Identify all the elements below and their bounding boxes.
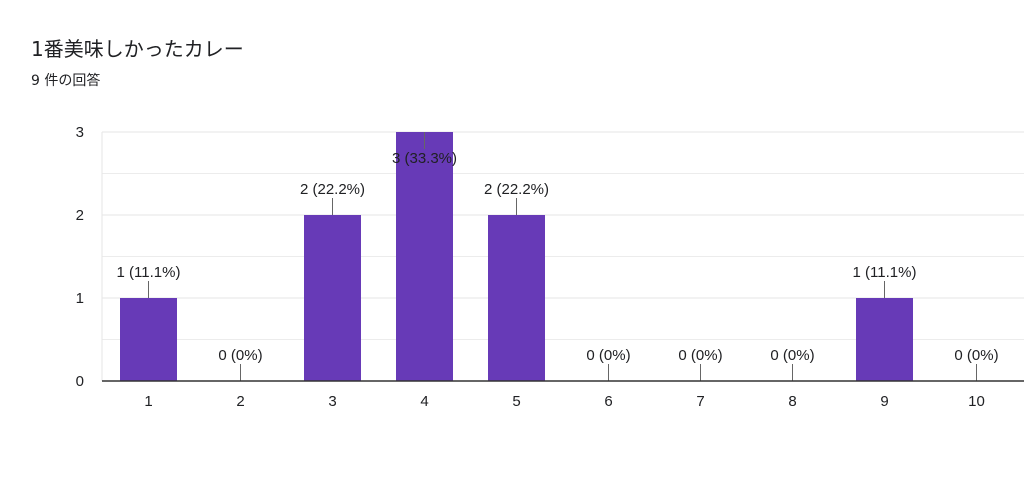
data-label: 1 (11.1%) [117, 264, 181, 281]
x-tick-label: 7 [696, 393, 704, 410]
data-label: 1 (11.1%) [853, 264, 917, 281]
data-label: 0 (0%) [678, 347, 722, 364]
y-axis-ticks: 0 1 2 3 [76, 124, 84, 390]
x-tick-label: 2 [236, 393, 244, 410]
bar [488, 215, 545, 381]
y-tick-label: 1 [76, 290, 84, 307]
data-label: 0 (0%) [954, 347, 998, 364]
bar [396, 132, 453, 381]
data-labels: 1 (11.1%) 0 (0%) 2 (22.2%) 3 (33.3%) 2 (22.2… [117, 150, 999, 364]
x-axis-ticks: 1 2 3 4 5 6 7 8 9 10 [144, 393, 985, 410]
x-tick-label: 10 [968, 393, 985, 410]
x-tick-label: 9 [880, 393, 888, 410]
x-tick-label: 8 [788, 393, 796, 410]
leader-lines [148, 132, 977, 381]
y-tick-label: 2 [76, 207, 84, 224]
x-tick-label: 4 [420, 393, 428, 410]
bar [120, 298, 177, 381]
y-tick-label: 3 [76, 124, 84, 141]
response-count: 9 件の回答 [31, 73, 101, 89]
bars [120, 132, 913, 381]
data-label: 0 (0%) [770, 347, 814, 364]
bar [856, 298, 913, 381]
data-label: 2 (22.2%) [484, 181, 549, 198]
data-label: 3 (33.3%) [392, 150, 457, 167]
x-tick-label: 1 [144, 393, 152, 410]
x-tick-label: 5 [512, 393, 520, 410]
bar [304, 215, 361, 381]
x-tick-label: 6 [604, 393, 612, 410]
data-label: 0 (0%) [586, 347, 630, 364]
data-label: 0 (0%) [218, 347, 262, 364]
x-tick-label: 3 [328, 393, 336, 410]
data-label: 2 (22.2%) [300, 181, 365, 198]
y-tick-label: 0 [76, 373, 84, 390]
chart-title: 1番美味しかったカレー [31, 37, 244, 61]
